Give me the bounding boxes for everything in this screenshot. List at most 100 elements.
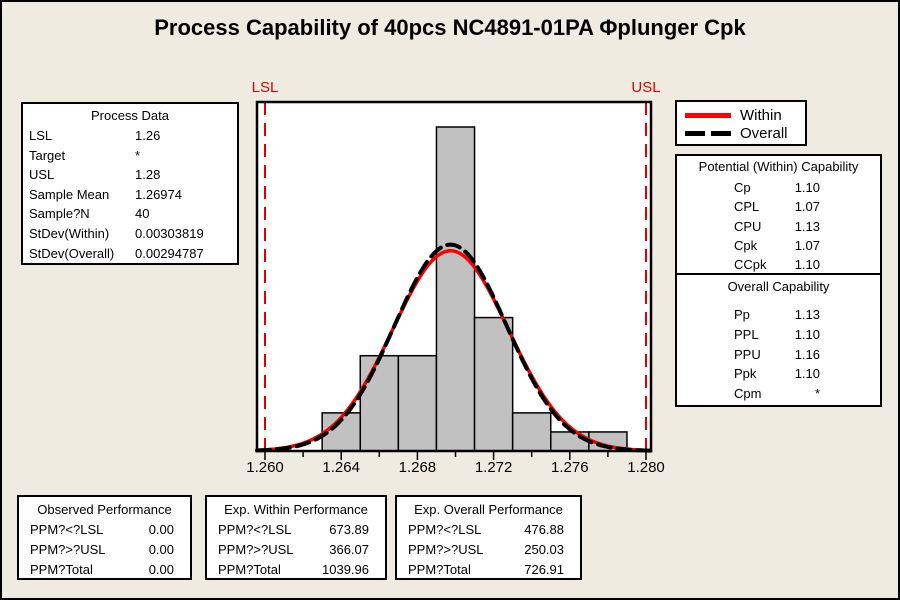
table-row: Target * bbox=[23, 146, 237, 166]
chart-title: Process Capability of 40pcs NC4891-01PA … bbox=[154, 15, 746, 40]
stat-value: 476.88 bbox=[524, 522, 564, 537]
stat-value: 1.26974 bbox=[135, 186, 182, 202]
stat-label: PPM?>?USL bbox=[30, 541, 106, 557]
table-row: PPM?<?LSL 0.00 bbox=[19, 520, 190, 540]
table-row: CCpk 1.10 bbox=[677, 255, 880, 274]
table-row: PPU 1.16 bbox=[677, 345, 880, 365]
table-row: PPM?Total 0.00 bbox=[19, 560, 190, 580]
stat-value: 726.91 bbox=[524, 561, 564, 577]
table-row: Ppk 1.10 bbox=[677, 364, 880, 384]
overall-capability-panel: Overall Capability Pp 1.13 PPL 1.10 PPU 1.1… bbox=[675, 273, 882, 407]
lsl-label: LSL bbox=[251, 79, 279, 96]
table-row: CPU 1.13 bbox=[677, 217, 880, 236]
stat-value: 1.07 bbox=[794, 199, 820, 215]
stat-label: CPL bbox=[734, 199, 760, 215]
stat-value: 1.10 bbox=[794, 180, 820, 195]
table-row: PPL 1.10 bbox=[677, 325, 880, 345]
stat-label: LSL bbox=[29, 128, 53, 143]
stat-value: 0.00 bbox=[148, 541, 174, 557]
process-data-title: Process Data bbox=[90, 108, 170, 123]
table-row: PPM?Total 726.91 bbox=[397, 560, 580, 580]
histogram-bar bbox=[435, 126, 476, 452]
table-row: Cpm * bbox=[677, 384, 880, 404]
stat-label: PPM?<?LSL bbox=[218, 522, 292, 537]
histogram-bar bbox=[359, 354, 400, 452]
observed-performance-panel: Observed Performance PPM?<?LSL 0.00 PPM?>… bbox=[17, 495, 192, 580]
x-tick-label: 1.264 bbox=[322, 459, 360, 476]
table-row: PPM?Total 1039.96 bbox=[207, 560, 385, 580]
stat-label: Sample Mean bbox=[29, 186, 110, 202]
stat-value: 1.07 bbox=[794, 237, 820, 253]
potential-capability-title: Potential (Within) Capability bbox=[698, 159, 859, 174]
legend-item-overall: Overall bbox=[677, 124, 805, 142]
stat-value: 1.26 bbox=[135, 128, 161, 143]
stat-label: PPM?Total bbox=[408, 561, 471, 577]
exp-overall-performance-title: Exp. Overall Performance bbox=[414, 502, 563, 517]
table-row: StDev(Within) 0.00303819 bbox=[23, 224, 237, 244]
stat-value: 1.13 bbox=[794, 218, 820, 234]
stat-label: Ppk bbox=[734, 366, 757, 382]
stat-value: 1.13 bbox=[794, 307, 820, 322]
stat-label: StDev(Overall) bbox=[29, 245, 115, 261]
stat-value: 0.00303819 bbox=[135, 225, 204, 241]
x-tick-label: 1.272 bbox=[474, 459, 513, 476]
stat-label: PPM?Total bbox=[218, 561, 281, 577]
stat-value: 366.07 bbox=[329, 541, 369, 557]
potential-capability-panel: Potential (Within) Capability Cp 1.10 CPL… bbox=[675, 154, 882, 275]
overall-curve bbox=[255, 242, 653, 453]
stat-label: StDev(Within) bbox=[29, 225, 110, 241]
table-row: PPM?<?LSL 673.89 bbox=[207, 520, 385, 540]
table-row: LSL 1.26 bbox=[23, 126, 237, 146]
exp-within-performance-title: Exp. Within Performance bbox=[224, 502, 368, 517]
table-row: USL 1.28 bbox=[23, 165, 237, 185]
plot-frame bbox=[255, 100, 653, 453]
table-row: Sample Mean 1.26974 bbox=[23, 185, 237, 205]
table-row: Cpk 1.07 bbox=[677, 236, 880, 255]
x-tick-label: 1.280 bbox=[627, 459, 665, 476]
legend: Within Overall bbox=[675, 100, 807, 146]
stat-value: * bbox=[135, 147, 141, 163]
histogram-bar bbox=[473, 316, 514, 452]
x-tick-label: 1.276 bbox=[551, 459, 589, 476]
stat-label: PPL bbox=[734, 326, 759, 342]
exp-within-performance-panel: Exp. Within Performance PPM?<?LSL 673.89 … bbox=[205, 495, 387, 580]
legend-label: Overall bbox=[740, 124, 788, 142]
table-row: Sample?N 40 bbox=[23, 204, 237, 224]
stat-label: PPM?<?LSL bbox=[408, 522, 482, 537]
stat-value: * bbox=[814, 386, 820, 402]
stat-label: Cpk bbox=[734, 237, 758, 253]
stat-label: CPU bbox=[734, 218, 762, 234]
exp-overall-performance-panel: Exp. Overall Performance PPM?<?LSL 476.88… bbox=[395, 495, 582, 580]
stat-label: PPU bbox=[734, 346, 761, 362]
stat-value: 1.16 bbox=[794, 346, 820, 362]
stat-value: 0.00 bbox=[148, 561, 174, 577]
stat-value: 1.10 bbox=[794, 257, 820, 273]
stat-label: PPM?>?USL bbox=[218, 541, 294, 557]
stat-label: Cp bbox=[734, 180, 751, 195]
stat-label: USL bbox=[29, 167, 55, 183]
legend-item-within: Within bbox=[677, 106, 805, 124]
legend-label: Within bbox=[740, 106, 782, 124]
table-row: Pp 1.13 bbox=[677, 305, 880, 325]
stat-value: 1.10 bbox=[794, 366, 820, 382]
overall-capability-title: Overall Capability bbox=[727, 279, 830, 294]
table-row: PPM?>?USL 250.03 bbox=[397, 540, 580, 560]
stat-label: Target bbox=[29, 147, 66, 163]
table-row: CPL 1.07 bbox=[677, 197, 880, 216]
stat-value: 1.28 bbox=[135, 167, 161, 183]
stat-value: 250.03 bbox=[524, 541, 564, 557]
x-tick-label: 1.268 bbox=[398, 459, 437, 476]
process-data-panel: Process Data LSL 1.26 Target * USL 1.28 Sam… bbox=[21, 102, 239, 265]
stat-label: Pp bbox=[734, 307, 750, 322]
stat-label: CCpk bbox=[734, 257, 767, 273]
observed-performance-title: Observed Performance bbox=[37, 502, 172, 517]
table-row: PPM?>?USL 366.07 bbox=[207, 540, 385, 560]
stat-label: Sample?N bbox=[29, 206, 90, 222]
stat-value: 40 bbox=[135, 206, 150, 222]
stat-label: Cpm bbox=[734, 386, 762, 402]
stat-value: 673.89 bbox=[329, 522, 369, 537]
within-line-icon bbox=[685, 112, 731, 118]
stat-value: 0.00 bbox=[148, 522, 174, 537]
